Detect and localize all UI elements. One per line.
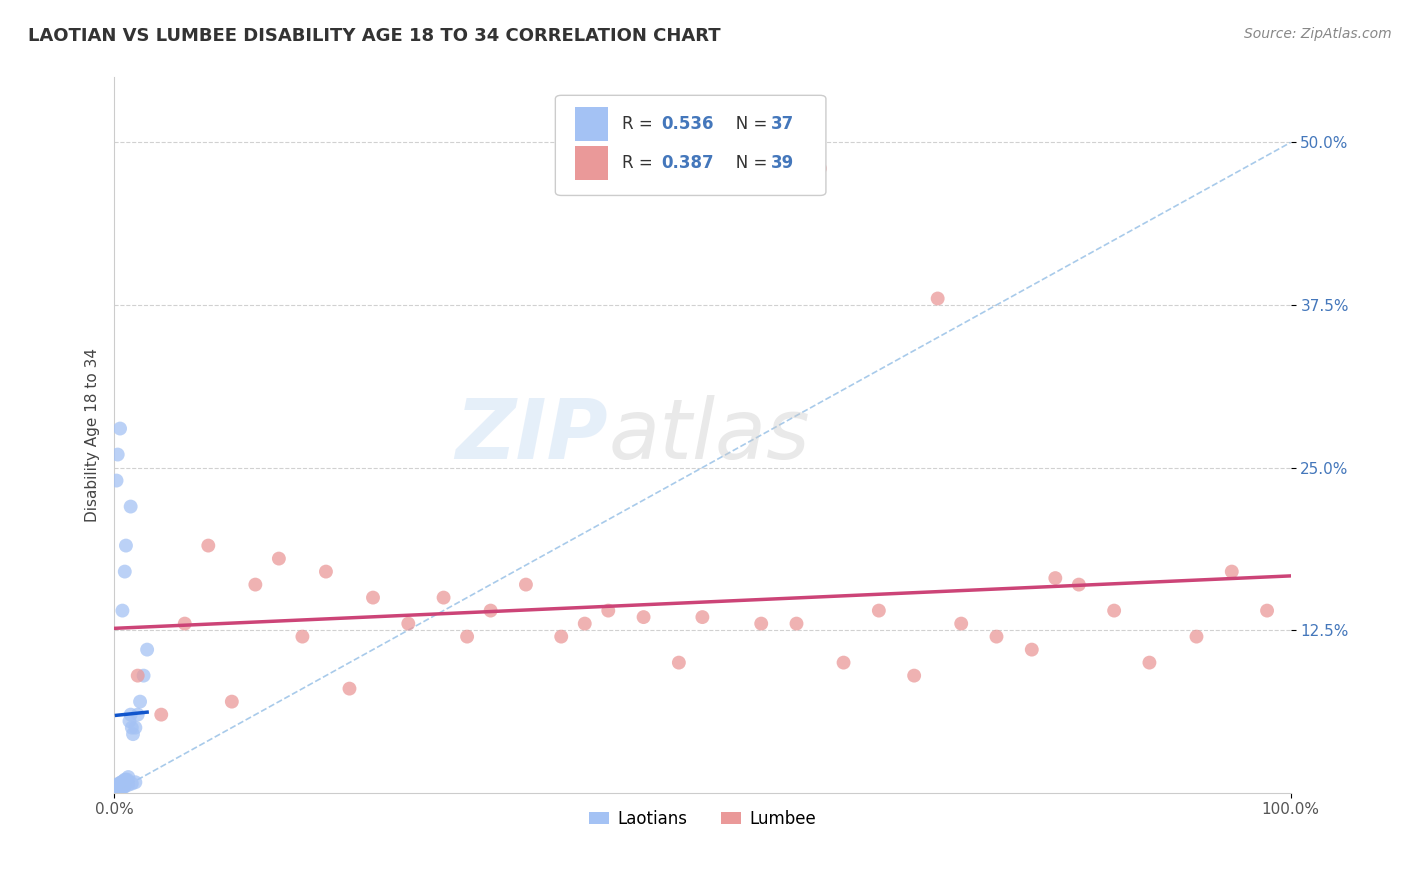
Point [986, 630, 1008, 644]
Point [173, 616, 195, 631]
Point [120, 707, 142, 722]
Text: 0.387: 0.387 [661, 154, 714, 172]
Point [105, 474, 128, 488]
Point [574, 616, 596, 631]
Point [291, 630, 314, 644]
Point [903, 668, 925, 682]
Point [197, 539, 219, 553]
Point [1045, 571, 1067, 585]
Text: atlas: atlas [609, 394, 810, 475]
Point [1256, 604, 1278, 618]
Text: N =: N = [720, 154, 773, 172]
Point [692, 610, 714, 624]
Point [1067, 577, 1090, 591]
Point [633, 610, 655, 624]
Point [150, 707, 173, 722]
Point [267, 551, 290, 566]
Point [117, 778, 139, 792]
Point [598, 604, 620, 618]
Point [107, 778, 129, 792]
Point [1185, 630, 1208, 644]
Text: Source: ZipAtlas.com: Source: ZipAtlas.com [1244, 27, 1392, 41]
Point [117, 770, 139, 784]
FancyBboxPatch shape [575, 107, 609, 141]
Text: N =: N = [720, 115, 773, 133]
Point [124, 775, 146, 789]
Text: 37: 37 [770, 115, 794, 133]
Point [221, 695, 243, 709]
Point [112, 780, 135, 795]
Point [127, 668, 149, 682]
Point [105, 779, 128, 793]
Point [361, 591, 384, 605]
Point [115, 539, 138, 553]
Point [832, 656, 855, 670]
Point [950, 616, 973, 631]
FancyBboxPatch shape [575, 146, 609, 180]
Point [122, 727, 145, 741]
FancyBboxPatch shape [555, 95, 825, 195]
Point [107, 448, 129, 462]
Point [108, 776, 131, 790]
Point [550, 630, 572, 644]
Point [786, 616, 808, 631]
Point [114, 565, 136, 579]
Point [315, 565, 337, 579]
Y-axis label: Disability Age 18 to 34: Disability Age 18 to 34 [86, 348, 100, 522]
Point [110, 775, 132, 789]
Point [118, 714, 141, 728]
Point [396, 616, 419, 631]
Point [132, 668, 155, 682]
Point [456, 630, 478, 644]
Text: R =: R = [623, 154, 658, 172]
Point [108, 776, 131, 790]
Text: ZIP: ZIP [456, 394, 609, 475]
Point [110, 781, 132, 796]
Point [120, 500, 142, 514]
Point [1139, 656, 1161, 670]
Point [129, 695, 152, 709]
Point [114, 779, 136, 793]
Point [127, 707, 149, 722]
Point [111, 775, 134, 789]
Point [927, 292, 949, 306]
Point [432, 591, 454, 605]
Point [124, 721, 146, 735]
Point [515, 577, 537, 591]
Point [112, 774, 135, 789]
Point [479, 604, 502, 618]
Point [1220, 565, 1243, 579]
Text: LAOTIAN VS LUMBEE DISABILITY AGE 18 TO 34 CORRELATION CHART: LAOTIAN VS LUMBEE DISABILITY AGE 18 TO 3… [28, 27, 721, 45]
Point [108, 421, 131, 435]
Point [1021, 642, 1043, 657]
Text: R =: R = [623, 115, 658, 133]
Text: 39: 39 [770, 154, 794, 172]
Point [245, 577, 267, 591]
Point [808, 161, 831, 176]
Point [339, 681, 361, 696]
Text: 0.536: 0.536 [661, 115, 714, 133]
Point [108, 780, 131, 795]
Point [749, 616, 772, 631]
Point [121, 721, 143, 735]
Point [111, 779, 134, 793]
Point [115, 772, 138, 787]
Point [868, 604, 890, 618]
Point [1102, 604, 1125, 618]
Point [115, 772, 138, 787]
Point [108, 781, 131, 796]
Point [668, 656, 690, 670]
Point [107, 781, 129, 796]
Legend: Laotians, Lumbee: Laotians, Lumbee [582, 803, 823, 834]
Point [114, 772, 136, 787]
Point [136, 642, 159, 657]
Point [121, 776, 143, 790]
Point [111, 604, 134, 618]
